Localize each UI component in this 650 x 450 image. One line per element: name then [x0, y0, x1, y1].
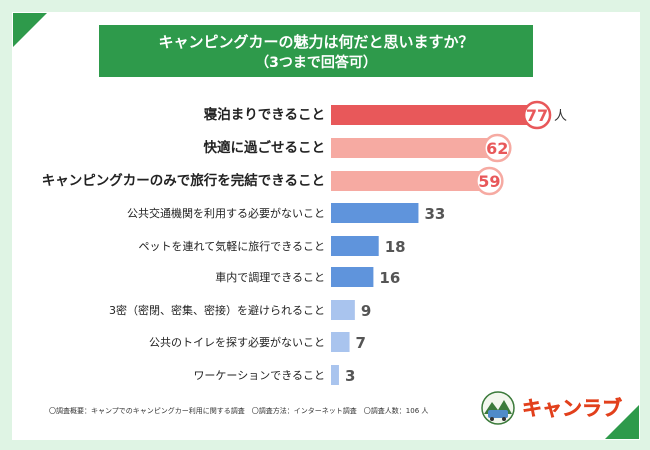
corner-decoration-top-left — [13, 13, 47, 47]
value-badge — [475, 166, 504, 196]
category-label: キャンピングカーのみで旅行を完結できること — [42, 172, 325, 189]
title-banner: キャンピングカーの魅力は何だと思いますか？ （3つまで回答可） — [99, 25, 533, 77]
survey-footnote: 〇調査概要：キャンプでのキャンピングカー利用に関する調査 〇調査方法：インターネ… — [49, 407, 429, 415]
camper-van-badge-icon — [481, 391, 515, 425]
bar — [331, 171, 488, 191]
value-label: 3 — [345, 367, 355, 385]
logo-wordmark: キャンラブ — [522, 396, 623, 421]
value-label: 7 — [356, 334, 366, 352]
chart-title: キャンピングカーの魅力は何だと思いますか？ — [158, 33, 474, 51]
value-badge — [522, 100, 552, 130]
value-label: 16 — [379, 269, 400, 287]
bar — [331, 365, 339, 385]
value-label: 33 — [424, 205, 445, 223]
value-label: 59 — [478, 172, 500, 191]
category-label: 車内で調理できること — [215, 270, 325, 284]
category-label: 公共交通機関を利用する必要がないこと — [127, 206, 325, 220]
bar — [331, 105, 536, 125]
bar — [331, 203, 419, 223]
chart-card — [12, 12, 640, 440]
bar — [331, 300, 355, 320]
category-label: ペットを連れて気軽に旅行できること — [139, 239, 325, 253]
chart-subtitle: （3つまで回答可） — [255, 55, 377, 71]
value-label: 77 — [526, 106, 548, 125]
brand-logo: キャンラブ — [478, 390, 628, 426]
corner-decoration-bottom-right — [605, 405, 639, 439]
bar — [331, 267, 374, 287]
category-label: ワーケーションできること — [193, 369, 325, 382]
value-label: 9 — [361, 302, 371, 320]
value-label: 62 — [486, 139, 508, 158]
category-label: 快適に過ごせること — [204, 139, 326, 156]
bar — [331, 236, 379, 256]
bar — [331, 332, 350, 352]
value-badge — [483, 133, 512, 163]
category-label: 公共のトイレを探す必要がないこと — [149, 335, 325, 349]
unit-label: 人 — [554, 109, 567, 124]
category-label: 寝泊まりできること — [204, 106, 325, 123]
value-label: 18 — [385, 238, 406, 256]
category-label: 3密（密閉、密集、密接）を避けられること — [109, 303, 325, 317]
bar — [331, 138, 496, 158]
